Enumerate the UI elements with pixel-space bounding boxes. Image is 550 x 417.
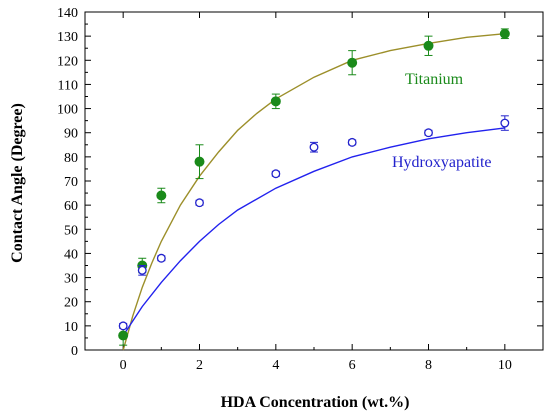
data-point-hydroxyapatite	[424, 128, 433, 138]
marker-filled-circle	[118, 330, 129, 341]
data-point-hydroxyapatite	[156, 253, 166, 263]
x-tick-label: 0	[120, 358, 127, 373]
y-axis-title: Contact Angle (Degree)	[9, 103, 26, 263]
data-point-titanium	[270, 93, 281, 110]
y-tick-label: 10	[64, 320, 78, 335]
data-point-hydroxyapatite	[137, 265, 147, 276]
plot-axes	[84, 11, 544, 351]
y-tick-label: 130	[57, 30, 78, 45]
series-label-hydroxyapatite: Hydroxyapatite	[392, 154, 492, 171]
fit-curves	[122, 33, 505, 351]
y-tick-label: 50	[64, 223, 78, 238]
plot-frame	[84, 11, 544, 351]
y-tick-label: 100	[57, 103, 78, 118]
y-tick-label: 120	[57, 54, 78, 69]
marker-open-circle	[500, 118, 510, 128]
marker-filled-circle	[499, 28, 510, 39]
x-tick-label: 6	[349, 358, 356, 373]
marker-open-circle	[271, 169, 281, 179]
y-tick-label: 110	[58, 78, 78, 93]
data-point-hydroxyapatite	[500, 115, 510, 131]
y-tick-label: 90	[64, 127, 78, 142]
x-tick-label: 8	[425, 358, 432, 373]
text-labels: 0 10 20 30 40 50 60 70 80 90 100 110 120 130 140 0 2 4 6 8 1…	[57, 6, 512, 373]
y-tick-label: 80	[64, 151, 78, 166]
fit-curve-hydroxyapatite	[122, 127, 505, 336]
data-point-hydroxyapatite	[271, 169, 281, 179]
marker-filled-circle	[194, 156, 205, 167]
marker-filled-circle	[423, 40, 434, 51]
marker-open-circle	[156, 253, 166, 263]
y-tick-label: 0	[71, 344, 78, 359]
marker-filled-circle	[156, 190, 167, 201]
series-label-titanium: Titanium	[405, 71, 464, 88]
x-tick-label: 10	[498, 358, 512, 373]
data-point-hydroxyapatite	[118, 321, 128, 331]
marker-open-circle	[137, 265, 147, 275]
y-tick-label: 20	[64, 296, 78, 311]
marker-filled-circle	[270, 96, 281, 107]
data-point-titanium	[156, 187, 167, 204]
marker-open-circle	[195, 198, 204, 208]
y-tick-label: 60	[64, 199, 78, 214]
y-tick-label: 70	[64, 175, 78, 190]
x-tick-label: 2	[196, 358, 203, 373]
data-markers	[118, 28, 510, 346]
data-point-hydroxyapatite	[195, 198, 204, 208]
data-point-titanium	[423, 35, 434, 56]
marker-filled-circle	[347, 57, 358, 68]
y-tick-label: 140	[57, 6, 78, 21]
marker-open-circle	[118, 321, 128, 331]
y-tick-label: 40	[64, 247, 78, 262]
x-axis-title: HDA Concentration (wt.%)	[221, 394, 410, 411]
data-point-hydroxyapatite	[347, 137, 357, 147]
y-tick-label: 30	[64, 272, 78, 287]
data-point-titanium	[194, 144, 205, 180]
marker-open-circle	[347, 137, 357, 147]
x-tick-label: 4	[272, 358, 279, 373]
fit-curve-titanium	[122, 33, 505, 351]
data-point-titanium	[347, 50, 358, 76]
data-point-hydroxyapatite	[309, 141, 319, 153]
marker-open-circle	[424, 128, 433, 138]
data-point-titanium	[499, 28, 510, 40]
marker-open-circle	[309, 142, 319, 152]
